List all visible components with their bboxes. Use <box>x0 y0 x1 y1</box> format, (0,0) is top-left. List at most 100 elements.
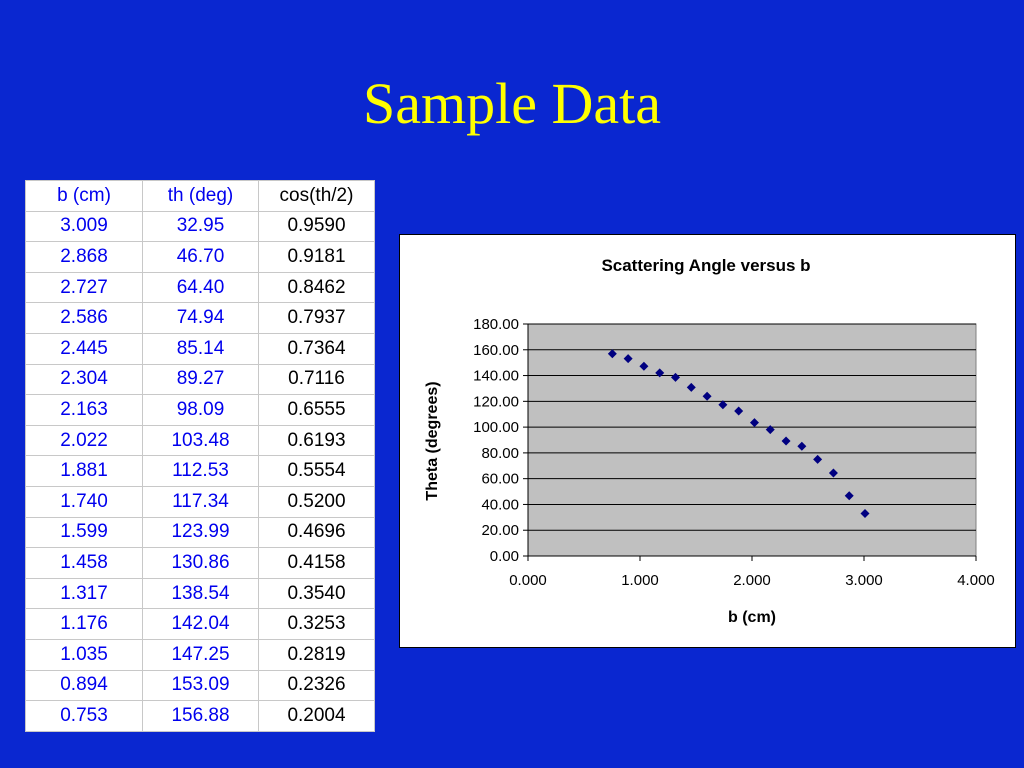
table-row: 1.458 130.86 0.4158 <box>25 547 375 579</box>
cell-th: 153.09 <box>142 669 259 702</box>
y-tick-label: 0.00 <box>490 548 519 565</box>
cell-cos: 0.6193 <box>258 424 375 457</box>
header-b: b (cm) <box>25 180 143 212</box>
table-row: 2.022 103.48 0.6193 <box>25 424 375 457</box>
table-row: 2.868 46.70 0.9181 <box>25 241 375 273</box>
cell-cos: 0.7937 <box>258 302 375 334</box>
cell-cos: 0.4696 <box>258 516 375 549</box>
table-row: 2.586 74.94 0.7937 <box>25 302 375 334</box>
x-tick-label: 2.000 <box>733 572 771 589</box>
plot-area <box>527 323 977 557</box>
cell-th: 156.88 <box>142 700 259 732</box>
data-point <box>828 468 838 478</box>
cell-cos: 0.8462 <box>258 271 375 304</box>
data-point <box>813 454 823 464</box>
table-row: 3.009 32.95 0.9590 <box>25 210 375 243</box>
slide-title: Sample Data <box>363 71 661 136</box>
chart-title: Scattering Angle versus b <box>601 256 810 275</box>
cell-th: 74.94 <box>142 302 259 334</box>
y-tick-label: 20.00 <box>481 522 519 539</box>
data-point <box>765 425 775 435</box>
x-axis-label: b (cm) <box>728 609 776 626</box>
cell-th: 117.34 <box>142 485 259 518</box>
y-tick-label: 100.00 <box>473 419 519 436</box>
cell-b: 1.599 <box>25 516 143 549</box>
data-point <box>734 406 744 416</box>
cell-cos: 0.5200 <box>258 485 375 518</box>
data-point <box>844 491 854 501</box>
y-tick-label: 60.00 <box>481 471 519 488</box>
header-th: th (deg) <box>142 180 259 212</box>
cell-th: 98.09 <box>142 394 259 426</box>
header-cos: cos(th/2) <box>258 180 375 212</box>
data-points <box>607 349 870 519</box>
cell-th: 138.54 <box>142 577 259 610</box>
cell-th: 142.04 <box>142 608 259 640</box>
cell-b: 2.586 <box>25 302 143 334</box>
cell-b: 0.894 <box>25 669 143 702</box>
cell-th: 130.86 <box>142 547 259 579</box>
data-point <box>607 349 617 359</box>
cell-b: 1.881 <box>25 455 143 487</box>
data-point <box>749 418 759 428</box>
cell-cos: 0.9590 <box>258 210 375 243</box>
y-tick-label: 140.00 <box>473 368 519 385</box>
x-tick-labels: 0.000 1.000 2.000 3.000 4.000 <box>509 572 995 589</box>
data-point <box>860 509 870 519</box>
table-row: 0.894 153.09 0.2326 <box>25 669 375 702</box>
axes <box>527 324 977 561</box>
x-tick-label: 0.000 <box>509 572 547 589</box>
cell-th: 32.95 <box>142 210 259 243</box>
y-tick-label: 180.00 <box>473 316 519 333</box>
table-row: 2.727 64.40 0.8462 <box>25 271 375 304</box>
cell-b: 2.727 <box>25 271 143 304</box>
cell-cos: 0.7364 <box>258 332 375 365</box>
cell-cos: 0.2819 <box>258 638 375 671</box>
cell-cos: 0.2004 <box>258 700 375 732</box>
cell-th: 112.53 <box>142 455 259 487</box>
cell-b: 1.458 <box>25 547 143 579</box>
table-row: 2.445 85.14 0.7364 <box>25 332 375 365</box>
y-tick-labels: 0.00 20.00 40.00 60.00 80.00 100.00 120.00 140.… <box>473 316 519 565</box>
scatter-chart: Scattering Angle versus b 0.00 20.00 40.00… <box>399 234 1016 648</box>
x-tick-label: 1.000 <box>621 572 659 589</box>
data-point <box>655 368 665 378</box>
table-row: 1.740 117.34 0.5200 <box>25 485 375 518</box>
cell-b: 0.753 <box>25 700 143 732</box>
y-tick-label: 120.00 <box>473 393 519 410</box>
cell-th: 103.48 <box>142 424 259 457</box>
data-point <box>686 382 696 392</box>
y-tick-label: 160.00 <box>473 342 519 359</box>
table-row: 1.881 112.53 0.5554 <box>25 455 375 487</box>
data-point <box>781 436 791 446</box>
table-row: 0.753 156.88 0.2004 <box>25 700 375 732</box>
cell-cos: 0.3540 <box>258 577 375 610</box>
data-point <box>671 372 681 382</box>
cell-th: 64.40 <box>142 271 259 304</box>
x-tick-label: 3.000 <box>845 572 883 589</box>
cell-b: 2.445 <box>25 332 143 365</box>
cell-th: 89.27 <box>142 363 259 396</box>
cell-b: 1.035 <box>25 638 143 671</box>
y-tick-label: 40.00 <box>481 496 519 513</box>
cell-th: 46.70 <box>142 241 259 273</box>
cell-b: 1.176 <box>25 608 143 640</box>
cell-th: 85.14 <box>142 332 259 365</box>
data-table: b (cm) th (deg) cos(th/2) 3.009 32.95 0.95… <box>25 180 375 732</box>
cell-b: 1.740 <box>25 485 143 518</box>
data-point <box>718 400 728 410</box>
cell-cos: 0.2326 <box>258 669 375 702</box>
cell-b: 3.009 <box>25 210 143 243</box>
cell-cos: 0.5554 <box>258 455 375 487</box>
cell-cos: 0.3253 <box>258 608 375 640</box>
data-point <box>797 441 807 451</box>
cell-cos: 0.9181 <box>258 241 375 273</box>
table-row: 1.599 123.99 0.4696 <box>25 516 375 549</box>
table-row: 2.304 89.27 0.7116 <box>25 363 375 396</box>
cell-b: 2.868 <box>25 241 143 273</box>
cell-cos: 0.7116 <box>258 363 375 396</box>
cell-b: 2.022 <box>25 424 143 457</box>
data-point <box>639 361 649 371</box>
cell-cos: 0.4158 <box>258 547 375 579</box>
cell-b: 2.304 <box>25 363 143 396</box>
